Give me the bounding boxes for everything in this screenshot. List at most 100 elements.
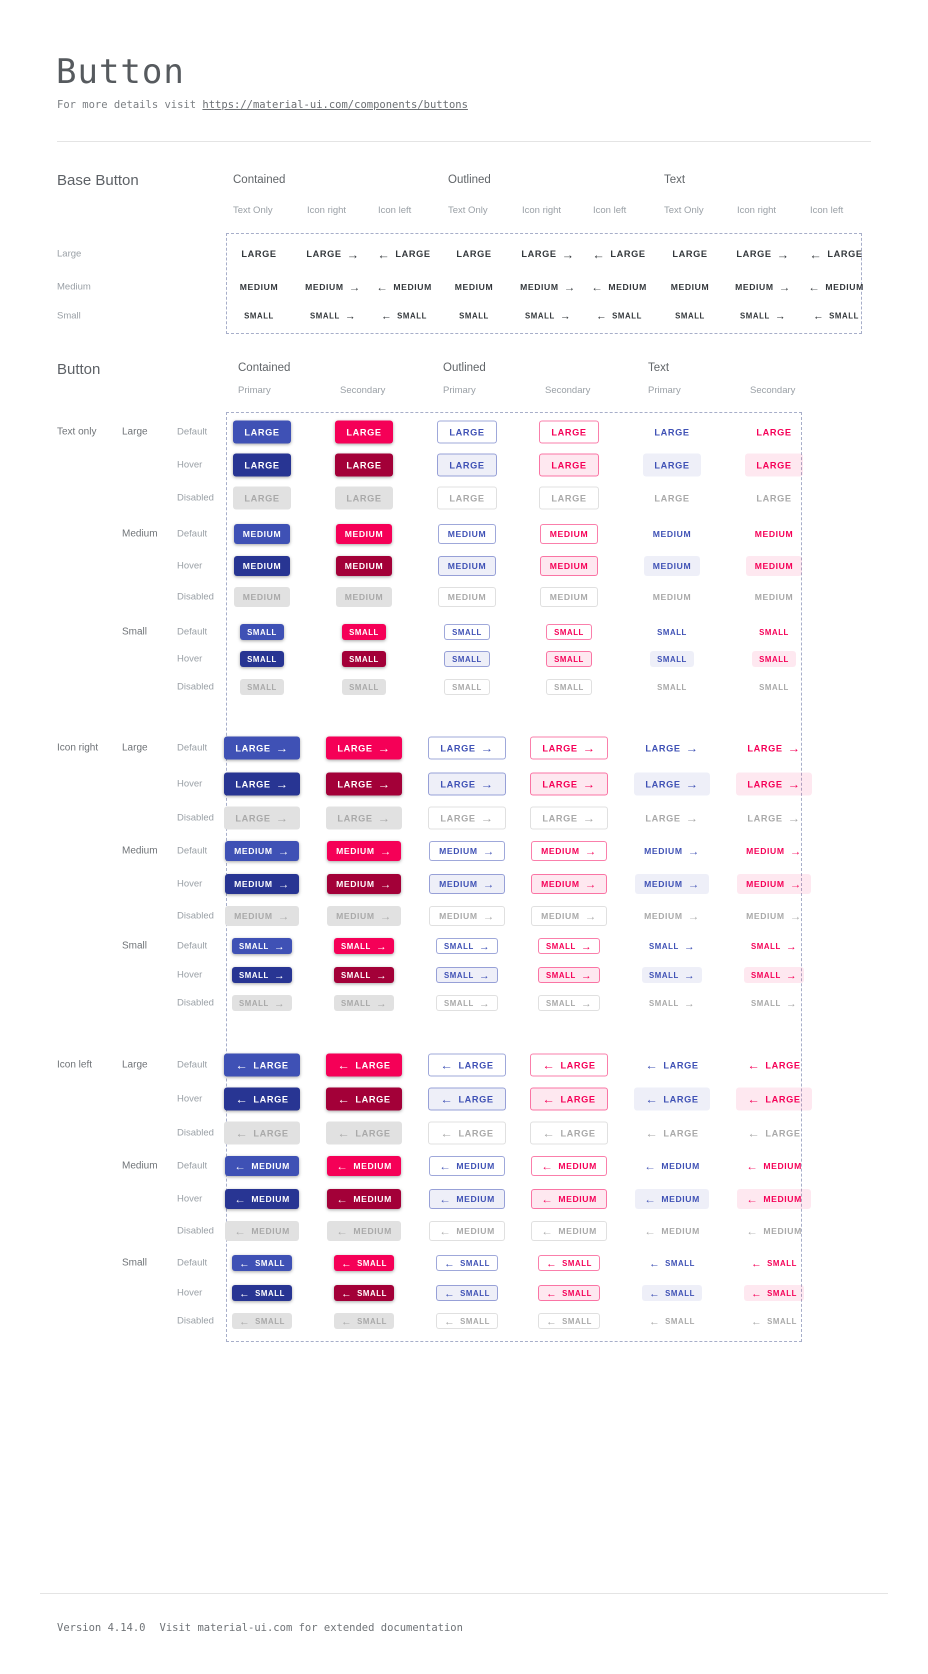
button-outlined-secondary-icon-left-large-default[interactable]: ← LARGE — [530, 1053, 608, 1077]
button-outlined-primary-icon-right-small-default[interactable]: SMALL → — [436, 938, 498, 954]
button-text-secondary-icon-left-large-default[interactable]: ← LARGE — [747, 1058, 801, 1073]
base-button-icon-left-large[interactable]: ← LARGE — [809, 247, 863, 262]
base-button-icon-right-large[interactable]: LARGE → — [736, 247, 790, 262]
button-outlined-secondary-text-only-large-hover[interactable]: LARGE — [539, 453, 599, 477]
button-outlined-secondary-icon-left-small-disabled[interactable]: ← SMALL — [538, 1313, 600, 1329]
button-contained-primary-icon-right-large-disabled[interactable]: LARGE → — [224, 806, 300, 830]
button-contained-secondary-icon-right-medium-hover[interactable]: MEDIUM → — [327, 874, 401, 894]
button-text-primary-icon-right-small-default[interactable]: SMALL → — [649, 940, 695, 953]
button-outlined-primary-icon-right-medium-hover[interactable]: MEDIUM → — [429, 874, 505, 894]
button-contained-secondary-icon-left-large-default[interactable]: ← LARGE — [326, 1053, 402, 1077]
button-contained-primary-text-only-small-disabled[interactable]: SMALL — [240, 679, 284, 695]
base-button-icon-left-large[interactable]: ← LARGE — [592, 247, 646, 262]
button-contained-primary-text-only-large-disabled[interactable]: LARGE — [233, 486, 291, 510]
button-outlined-primary-icon-right-large-hover[interactable]: LARGE → — [428, 772, 506, 796]
button-contained-primary-icon-right-medium-hover[interactable]: MEDIUM → — [225, 874, 299, 894]
button-outlined-secondary-icon-left-small-hover[interactable]: ← SMALL — [538, 1285, 600, 1301]
button-outlined-secondary-icon-right-small-disabled[interactable]: SMALL → — [538, 995, 600, 1011]
base-button-icon-right-large[interactable]: LARGE → — [306, 247, 360, 262]
button-outlined-secondary-icon-right-large-default[interactable]: LARGE → — [530, 736, 608, 760]
button-outlined-secondary-icon-right-small-hover[interactable]: SMALL → — [538, 967, 600, 983]
button-contained-primary-icon-left-small-default[interactable]: ← SMALL — [232, 1255, 292, 1271]
button-outlined-secondary-icon-right-medium-disabled[interactable]: MEDIUM → — [531, 906, 607, 926]
base-button-icon-left-small[interactable]: ← SMALL — [813, 310, 859, 323]
button-text-primary-text-only-large-hover[interactable]: LARGE — [643, 453, 701, 477]
button-contained-secondary-icon-left-large-disabled[interactable]: ← LARGE — [326, 1121, 402, 1145]
button-text-primary-icon-right-large-hover[interactable]: LARGE → — [634, 772, 710, 796]
base-button-icon-right-medium[interactable]: MEDIUM → — [735, 280, 791, 294]
button-text-primary-icon-left-small-hover[interactable]: ← SMALL — [642, 1285, 702, 1301]
button-outlined-secondary-text-only-large-default[interactable]: LARGE — [539, 420, 599, 444]
button-text-primary-icon-left-medium-default[interactable]: ← MEDIUM — [644, 1159, 700, 1173]
button-text-primary-icon-left-large-disabled[interactable]: ← LARGE — [645, 1126, 699, 1141]
button-contained-secondary-icon-right-small-default[interactable]: SMALL → — [334, 938, 394, 954]
button-text-primary-icon-right-large-disabled[interactable]: LARGE → — [645, 811, 699, 826]
button-outlined-primary-text-only-small-disabled[interactable]: SMALL — [444, 679, 490, 695]
button-contained-secondary-icon-left-small-disabled[interactable]: ← SMALL — [334, 1313, 394, 1329]
button-contained-secondary-icon-left-small-default[interactable]: ← SMALL — [334, 1255, 394, 1271]
button-text-secondary-icon-left-medium-default[interactable]: ← MEDIUM — [746, 1159, 802, 1173]
button-contained-primary-text-only-medium-hover[interactable]: MEDIUM — [233, 556, 291, 576]
base-button-icon-right-medium[interactable]: MEDIUM → — [520, 280, 576, 294]
button-contained-primary-icon-right-small-default[interactable]: SMALL → — [232, 938, 292, 954]
button-contained-primary-text-only-large-default[interactable]: LARGE — [233, 420, 291, 444]
button-outlined-primary-text-only-large-disabled[interactable]: LARGE — [437, 486, 497, 510]
base-button-icon-right-small[interactable]: SMALL → — [525, 310, 571, 323]
button-text-primary-text-only-large-disabled[interactable]: LARGE — [643, 487, 700, 510]
base-button-icon-left-medium[interactable]: ← MEDIUM — [591, 280, 647, 294]
base-button-text-only-small[interactable]: SMALL — [675, 312, 705, 321]
button-text-primary-icon-right-small-hover[interactable]: SMALL → — [642, 967, 702, 983]
button-text-primary-icon-right-small-disabled[interactable]: SMALL → — [649, 997, 695, 1010]
button-outlined-primary-icon-left-large-default[interactable]: ← LARGE — [428, 1053, 506, 1077]
button-outlined-primary-icon-left-small-hover[interactable]: ← SMALL — [436, 1285, 498, 1301]
button-outlined-secondary-text-only-large-disabled[interactable]: LARGE — [539, 486, 599, 510]
button-outlined-secondary-text-only-medium-disabled[interactable]: MEDIUM — [539, 587, 599, 607]
button-outlined-secondary-icon-right-large-hover[interactable]: LARGE → — [530, 772, 608, 796]
base-button-text-only-small[interactable]: SMALL — [459, 312, 489, 321]
base-button-icon-left-medium[interactable]: ← MEDIUM — [808, 280, 864, 294]
button-outlined-primary-icon-right-small-hover[interactable]: SMALL → — [436, 967, 498, 983]
button-contained-secondary-icon-left-large-hover[interactable]: ← LARGE — [326, 1087, 402, 1111]
button-contained-primary-text-only-medium-default[interactable]: MEDIUM — [233, 524, 291, 544]
button-text-secondary-text-only-medium-hover[interactable]: MEDIUM — [745, 556, 803, 576]
button-contained-secondary-icon-left-medium-disabled[interactable]: ← MEDIUM — [327, 1221, 401, 1241]
button-text-secondary-icon-right-large-disabled[interactable]: LARGE → — [747, 811, 801, 826]
button-outlined-secondary-icon-left-medium-disabled[interactable]: ← MEDIUM — [531, 1221, 607, 1241]
button-text-primary-icon-right-large-default[interactable]: LARGE → — [645, 741, 699, 756]
base-button-icon-left-small[interactable]: ← SMALL — [381, 310, 427, 323]
button-outlined-primary-icon-left-small-default[interactable]: ← SMALL — [436, 1255, 498, 1271]
button-contained-secondary-icon-right-large-disabled[interactable]: LARGE → — [326, 806, 402, 830]
button-text-primary-text-only-small-default[interactable]: SMALL — [650, 624, 694, 640]
button-outlined-primary-icon-right-large-disabled[interactable]: LARGE → — [428, 806, 506, 830]
button-text-secondary-icon-right-small-disabled[interactable]: SMALL → — [751, 997, 797, 1010]
button-contained-secondary-text-only-large-disabled[interactable]: LARGE — [335, 486, 393, 510]
button-text-secondary-text-only-medium-default[interactable]: MEDIUM — [746, 524, 802, 544]
base-button-icon-left-medium[interactable]: ← MEDIUM — [376, 280, 432, 294]
button-text-secondary-icon-right-medium-default[interactable]: MEDIUM → — [746, 844, 802, 858]
button-contained-primary-icon-left-medium-default[interactable]: ← MEDIUM — [225, 1156, 299, 1176]
button-contained-secondary-icon-left-medium-hover[interactable]: ← MEDIUM — [327, 1189, 401, 1209]
button-outlined-primary-text-only-small-hover[interactable]: SMALL — [444, 651, 490, 667]
button-contained-secondary-icon-right-small-disabled[interactable]: SMALL → — [334, 995, 394, 1011]
button-text-secondary-icon-left-large-hover[interactable]: ← LARGE — [736, 1087, 812, 1111]
button-text-secondary-icon-right-small-default[interactable]: SMALL → — [751, 940, 797, 953]
button-text-primary-icon-right-medium-disabled[interactable]: MEDIUM → — [644, 909, 700, 923]
button-outlined-secondary-text-only-small-hover[interactable]: SMALL — [546, 651, 592, 667]
button-outlined-secondary-icon-left-large-hover[interactable]: ← LARGE — [530, 1087, 608, 1111]
button-text-primary-text-only-medium-disabled[interactable]: MEDIUM — [644, 587, 700, 607]
button-outlined-primary-icon-left-small-disabled[interactable]: ← SMALL — [436, 1313, 498, 1329]
button-text-primary-text-only-medium-default[interactable]: MEDIUM — [644, 524, 700, 544]
button-contained-secondary-text-only-medium-default[interactable]: MEDIUM — [335, 524, 393, 544]
button-text-primary-icon-left-small-disabled[interactable]: ← SMALL — [649, 1315, 695, 1328]
base-button-icon-right-medium[interactable]: MEDIUM → — [305, 280, 361, 294]
base-button-text-only-large[interactable]: LARGE — [672, 249, 707, 259]
button-contained-secondary-icon-right-medium-default[interactable]: MEDIUM → — [327, 841, 401, 861]
base-button-icon-left-small[interactable]: ← SMALL — [596, 310, 642, 323]
button-outlined-primary-icon-left-large-hover[interactable]: ← LARGE — [428, 1087, 506, 1111]
button-text-secondary-icon-right-medium-disabled[interactable]: MEDIUM → — [746, 909, 802, 923]
button-outlined-secondary-text-only-medium-default[interactable]: MEDIUM — [539, 524, 599, 544]
button-contained-secondary-icon-right-medium-disabled[interactable]: MEDIUM → — [327, 906, 401, 926]
button-text-secondary-text-only-small-disabled[interactable]: SMALL — [752, 679, 796, 695]
button-contained-primary-text-only-large-hover[interactable]: LARGE — [233, 453, 291, 477]
button-text-primary-icon-right-medium-default[interactable]: MEDIUM → — [644, 844, 700, 858]
